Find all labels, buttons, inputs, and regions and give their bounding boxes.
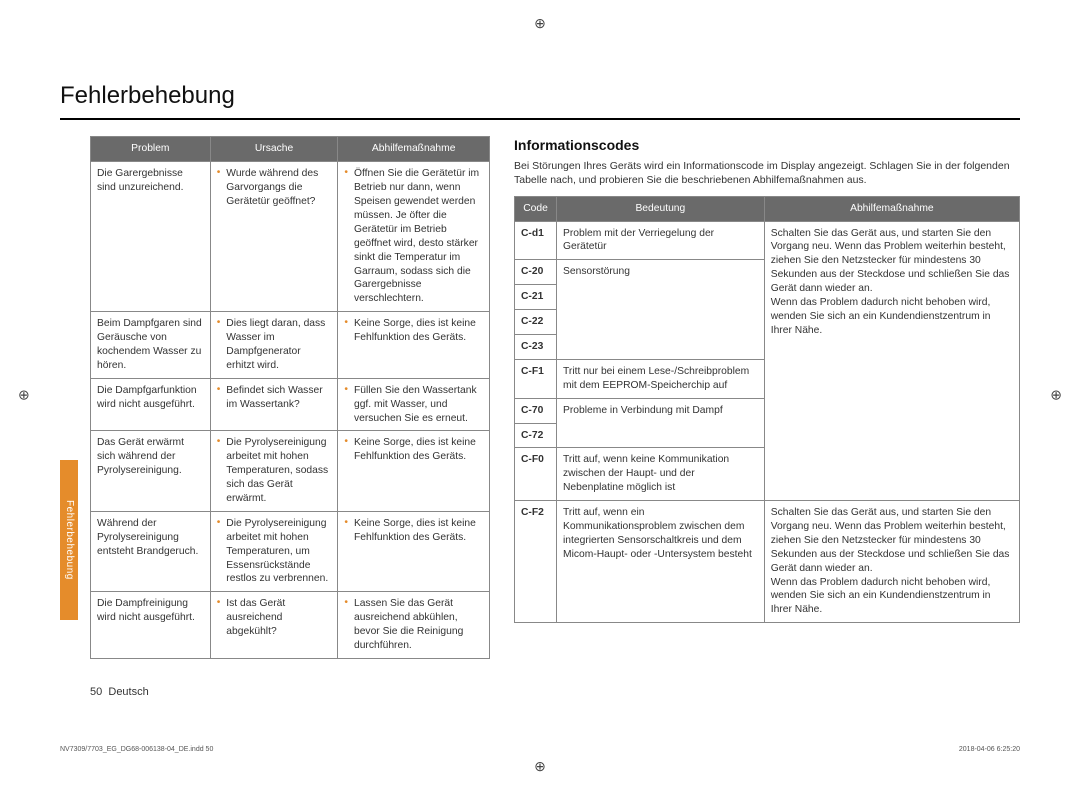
cell-remedy: •Öffnen Sie die Gerätetür im Betrieb nur… (338, 162, 490, 312)
info-codes-table: Code Bedeutung Abhilfemaßnahme C-d1 Prob… (514, 196, 1020, 624)
section-heading: Informationscodes (514, 136, 1020, 155)
cell-code: C-70 (515, 398, 557, 423)
page: ⊕ ⊕ ⊕ ⊕ Fehlerbehebung Fehlerbehebung Pr… (0, 0, 1080, 790)
cell-remedy: •Füllen Sie den Wassertank ggf. mit Wass… (338, 378, 490, 431)
bullet-icon: • (344, 436, 348, 464)
cell-cause: •Dies liegt daran, dass Wasser im Dampfg… (210, 312, 338, 379)
cell-code: C-F2 (515, 501, 557, 623)
page-number: 50 (90, 686, 102, 698)
bullet-icon: • (344, 384, 348, 426)
cell-cause-text: Die Pyrolysereinigung arbeitet mit hohen… (226, 436, 331, 505)
table-row: Die Dampfreinigung wird nicht ausgeführt… (91, 592, 490, 659)
cell-cause: •Die Pyrolysereinigung arbeitet mit hohe… (210, 511, 338, 591)
bullet-icon: • (217, 167, 221, 209)
table-row: C-d1 Problem mit der Verriegelung der Ge… (515, 221, 1020, 260)
cell-code: C-21 (515, 285, 557, 310)
table-row: Das Gerät erwärmt sich während der Pyrol… (91, 431, 490, 511)
cell-code: C-72 (515, 423, 557, 448)
th-cause: Ursache (210, 137, 338, 162)
cell-cause: •Befindet sich Wasser im Wassertank? (210, 378, 338, 431)
troubleshooting-table: Problem Ursache Abhilfemaßnahme Die Gare… (90, 136, 490, 659)
cell-remedy-text: Keine Sorge, dies ist keine Fehlfunktion… (354, 517, 483, 545)
bullet-icon: • (217, 436, 221, 505)
imprint-left: NV7309/7703_EG_DG68-006138-04_DE.indd 50 (60, 745, 213, 754)
registration-mark-icon: ⊕ (1050, 386, 1062, 405)
th-remedy: Abhilfemaßnahme (338, 137, 490, 162)
cell-cause-text: Befindet sich Wasser im Wassertank? (226, 384, 331, 412)
registration-mark-icon: ⊕ (534, 757, 546, 776)
cell-remedy-text: Keine Sorge, dies ist keine Fehlfunktion… (354, 436, 483, 464)
cell-remedy: •Lassen Sie das Gerät ausreichend abkühl… (338, 592, 490, 659)
bullet-icon: • (344, 517, 348, 545)
cell-remedy: •Keine Sorge, dies ist keine Fehlfunktio… (338, 312, 490, 379)
cell-remedy: •Keine Sorge, dies ist keine Fehlfunktio… (338, 431, 490, 511)
bullet-icon: • (217, 597, 221, 639)
bullet-icon: • (217, 317, 221, 373)
cell-code: C-F1 (515, 359, 557, 398)
section-intro: Bei Störungen Ihres Geräts wird ein Info… (514, 159, 1020, 187)
cell-cause-text: Wurde während des Garvorgangs die Geräte… (226, 167, 331, 209)
page-footer: 50 Deutsch (90, 685, 149, 700)
cell-code: C-23 (515, 334, 557, 359)
cell-cause: •Wurde während des Garvorgangs die Gerät… (210, 162, 338, 312)
cell-problem: Die Garergebnisse sind unzureichend. (91, 162, 211, 312)
cell-meaning: Sensorstörung (557, 260, 765, 360)
cell-problem: Beim Dampfgaren sind Geräusche von koche… (91, 312, 211, 379)
cell-remedy-text: Öffnen Sie die Gerätetür im Betrieb nur … (354, 167, 483, 306)
th-meaning: Bedeutung (557, 196, 765, 221)
table-row: C-F2 Tritt auf, wenn ein Kommunikationsp… (515, 501, 1020, 623)
cell-meaning: Tritt auf, wenn keine Kommunikation zwis… (557, 448, 765, 501)
cell-problem: Während der Pyrolysereinigung entsteht B… (91, 511, 211, 591)
right-column: Informationscodes Bei Störungen Ihres Ge… (514, 136, 1020, 659)
side-tab: Fehlerbehebung (60, 460, 78, 620)
bullet-icon: • (344, 317, 348, 345)
cell-remedy: Schalten Sie das Gerät aus, und starten … (764, 221, 1019, 501)
cell-problem: Das Gerät erwärmt sich während der Pyrol… (91, 431, 211, 511)
left-column: Problem Ursache Abhilfemaßnahme Die Gare… (60, 136, 490, 659)
cell-code: C-20 (515, 260, 557, 285)
cell-meaning: Tritt nur bei einem Lese-/Schreibproblem… (557, 359, 765, 398)
cell-remedy: •Keine Sorge, dies ist keine Fehlfunktio… (338, 511, 490, 591)
table-row: Die Garergebnisse sind unzureichend. •Wu… (91, 162, 490, 312)
table-row: Während der Pyrolysereinigung entsteht B… (91, 511, 490, 591)
registration-mark-icon: ⊕ (18, 386, 30, 405)
cell-remedy-text: Keine Sorge, dies ist keine Fehlfunktion… (354, 317, 483, 345)
cell-cause-text: Dies liegt daran, dass Wasser im Dampfge… (226, 317, 331, 373)
bullet-icon: • (344, 597, 348, 653)
page-language: Deutsch (108, 686, 148, 698)
cell-remedy-text: Lassen Sie das Gerät ausreichend abkühle… (354, 597, 483, 653)
bullet-icon: • (217, 384, 221, 412)
cell-remedy: Schalten Sie das Gerät aus, und starten … (764, 501, 1019, 623)
cell-cause: •Die Pyrolysereinigung arbeitet mit hohe… (210, 431, 338, 511)
cell-meaning: Probleme in Verbindung mit Dampf (557, 398, 765, 448)
cell-meaning: Problem mit der Verriegelung der Gerätet… (557, 221, 765, 260)
cell-cause: •Ist das Gerät ausreichend abgekühlt? (210, 592, 338, 659)
table-row: Beim Dampfgaren sind Geräusche von koche… (91, 312, 490, 379)
cell-code: C-F0 (515, 448, 557, 501)
th-remedy: Abhilfemaßnahme (764, 196, 1019, 221)
th-code: Code (515, 196, 557, 221)
bullet-icon: • (344, 167, 348, 306)
cell-problem: Die Dampfgarfunktion wird nicht ausgefüh… (91, 378, 211, 431)
registration-mark-icon: ⊕ (534, 14, 546, 33)
cell-cause-text: Die Pyrolysereinigung arbeitet mit hohen… (226, 517, 331, 586)
cell-problem: Die Dampfreinigung wird nicht ausgeführt… (91, 592, 211, 659)
th-problem: Problem (91, 137, 211, 162)
imprint-right: 2018-04-06 6:25:20 (959, 745, 1020, 754)
content-columns: Problem Ursache Abhilfemaßnahme Die Gare… (60, 136, 1020, 659)
cell-remedy-text: Füllen Sie den Wassertank ggf. mit Wasse… (354, 384, 483, 426)
page-title: Fehlerbehebung (60, 80, 1020, 112)
bullet-icon: • (217, 517, 221, 586)
title-rule (60, 118, 1020, 120)
cell-code: C-d1 (515, 221, 557, 260)
table-row: Die Dampfgarfunktion wird nicht ausgefüh… (91, 378, 490, 431)
cell-meaning: Tritt auf, wenn ein Kommunikationsproble… (557, 501, 765, 623)
cell-code: C-22 (515, 310, 557, 335)
cell-cause-text: Ist das Gerät ausreichend abgekühlt? (226, 597, 331, 639)
